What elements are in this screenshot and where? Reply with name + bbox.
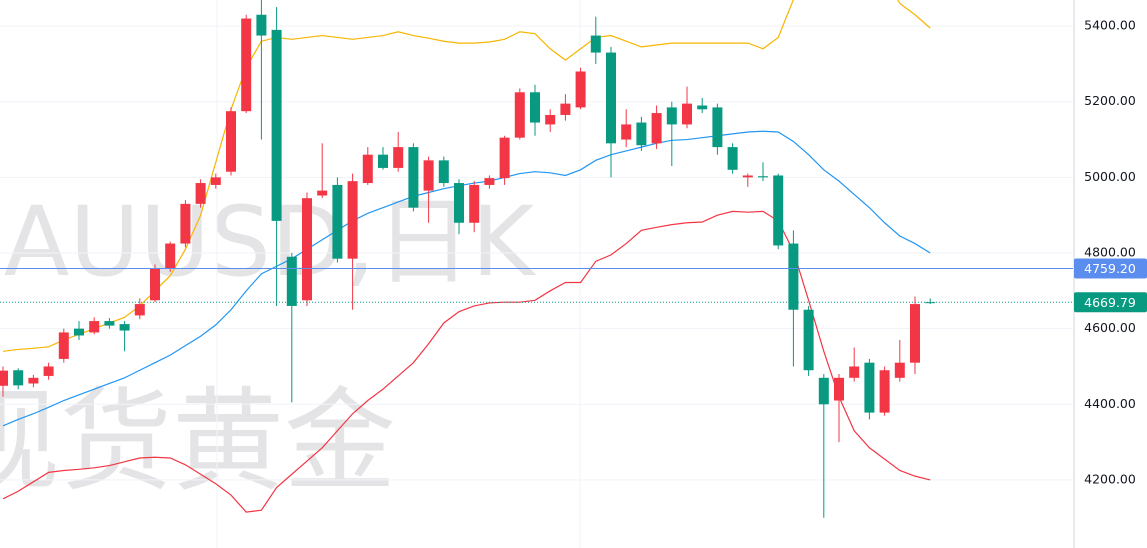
- candle-body: [712, 107, 723, 148]
- candle-body: [302, 198, 312, 301]
- candle-body: [210, 177, 221, 185]
- candle-body: [560, 103, 571, 115]
- candle-body: [89, 321, 100, 333]
- y-tick-label: 4400.00: [1084, 396, 1136, 411]
- candle-body: [590, 35, 601, 53]
- candle-body: [378, 154, 388, 168]
- candle-body: [74, 328, 84, 336]
- candle-body: [803, 309, 814, 371]
- candle-body: [43, 366, 54, 376]
- watermark-name: 现货黄金: [0, 377, 396, 507]
- candle-body: [286, 256, 297, 306]
- candle-body: [894, 362, 905, 378]
- candle-body: [119, 324, 130, 331]
- candle-body: [180, 203, 191, 244]
- price-label-box: [1074, 258, 1147, 279]
- candle-body: [651, 113, 662, 144]
- candle-body: [317, 190, 328, 196]
- y-tick-label: 5400.00: [1084, 18, 1136, 33]
- candle-body: [271, 29, 282, 221]
- candle-body: [347, 181, 358, 259]
- candle-body: [621, 124, 632, 140]
- candle-body: [134, 304, 145, 316]
- candle-body: [28, 377, 39, 384]
- y-tick-label: 5000.00: [1084, 169, 1136, 184]
- candle-body: [773, 175, 784, 246]
- candle-body: [879, 370, 890, 413]
- candle-body: [165, 243, 176, 269]
- candle-body: [666, 107, 677, 125]
- candle-body: [469, 184, 480, 223]
- candle-body: [423, 160, 434, 191]
- candle-body: [636, 122, 647, 146]
- candle-body: [484, 178, 495, 185]
- candle-body: [742, 175, 753, 178]
- candle-body: [514, 92, 525, 138]
- candle-body: [0, 370, 8, 386]
- candle-body: [150, 268, 160, 301]
- candle-body: [499, 137, 510, 179]
- price-label: 4669.79: [1084, 295, 1136, 310]
- price-label: 4759.20: [1084, 261, 1136, 276]
- candle-body: [241, 18, 252, 112]
- candle-body: [834, 377, 844, 401]
- candle-body: [864, 362, 875, 413]
- candle-body: [226, 111, 236, 172]
- candle-body: [438, 160, 449, 184]
- candle-body: [818, 377, 829, 405]
- watermark-group: XAUUSD,日K 现货黄金: [0, 186, 536, 507]
- candle-body: [454, 183, 464, 223]
- candle-body: [758, 176, 768, 178]
- candle-body: [697, 105, 708, 110]
- candle-body: [545, 114, 556, 125]
- y-tick-label: 5200.00: [1084, 93, 1136, 108]
- band-line: [2, 130, 931, 427]
- candle-body: [849, 366, 860, 378]
- candle-body: [727, 147, 738, 170]
- candle-body: [362, 154, 373, 184]
- price-axis: 4200.00 4400.00 4600.00 4800.00 5000.00 5200.…: [1074, 18, 1147, 486]
- candle-body: [575, 71, 586, 108]
- candle-body: [58, 332, 69, 359]
- candle-body: [910, 304, 920, 363]
- candle-body: [256, 14, 267, 36]
- candle-body: [332, 184, 343, 259]
- candle-body: [788, 243, 799, 310]
- price-label-box: [1074, 292, 1147, 313]
- y-tick-label: 4600.00: [1084, 320, 1136, 335]
- candle-body: [393, 147, 404, 168]
- candle-body: [104, 321, 115, 326]
- candle-body: [13, 370, 24, 386]
- candle-body: [408, 147, 419, 208]
- candle-body: [606, 52, 616, 144]
- candle-body: [530, 92, 540, 123]
- watermark-symbol: XAUUSD,日K: [0, 186, 536, 298]
- candle-body: [195, 183, 206, 204]
- plot: [0, 0, 1073, 518]
- y-tick-label: 4200.00: [1084, 471, 1136, 486]
- y-tick-label: 4800.00: [1084, 245, 1136, 260]
- candle-body: [682, 103, 692, 125]
